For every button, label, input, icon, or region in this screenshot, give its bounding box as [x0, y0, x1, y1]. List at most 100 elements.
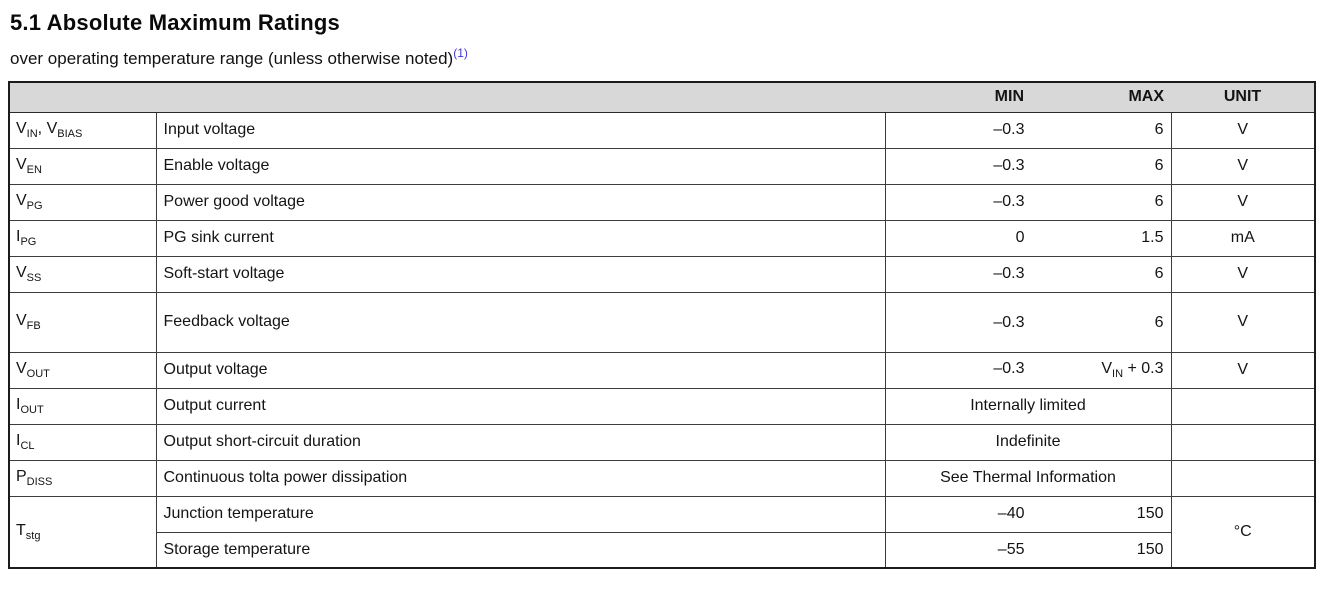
symbol-cell: VEN [8, 147, 157, 185]
symbol-subscript: CL [20, 440, 35, 452]
max-value: 6 [1154, 313, 1164, 331]
unit-cell-celsius: °C [1170, 495, 1316, 569]
minmax-cell: –0.3 6 [884, 291, 1172, 353]
symbol-base: T [16, 521, 26, 539]
symbol-subscript: FB [26, 320, 41, 332]
header-symbol-cell [9, 82, 156, 113]
table-row-vout: VOUT Output voltage –0.3 VIN + 0.3 V [8, 351, 1316, 389]
minmax-cell: –0.3 6 [884, 183, 1172, 221]
parameter-cell: Output voltage [155, 351, 886, 389]
symbol-base: V [16, 264, 27, 281]
symbol-base: P [16, 468, 27, 485]
symbol-cell: VFB [8, 291, 157, 353]
table-row-ven: VEN Enable voltage –0.3 6 V [8, 147, 1316, 185]
symbol-cell: PDISS [8, 459, 157, 497]
symbol-cell: IPG [8, 219, 157, 257]
max-value: 150 [1136, 540, 1164, 558]
symbol-subscript: EN [26, 164, 42, 176]
table-row-junction-temp: Tstg Junction temperature –40 150 °C [8, 495, 1316, 569]
symbol-subscript: DISS [26, 476, 53, 488]
table-row-pdiss: PDISS Continuous tolta power dissipation… [8, 459, 1316, 497]
parameter-cell: Enable voltage [155, 147, 886, 185]
max-value: 6 [1154, 157, 1164, 174]
symbol-subscript: IN [26, 128, 38, 140]
min-value: –0.3 [993, 121, 1025, 138]
unit-cell: V [1170, 255, 1316, 293]
footnote-ref-link[interactable]: (1) [453, 46, 468, 60]
max-value: 6 [1154, 193, 1164, 210]
table-row-vfb: VFB Feedback voltage –0.3 6 V [8, 291, 1316, 353]
table-row-ipg: IPG PG sink current 0 1.5 mA [8, 219, 1316, 257]
symbol-base: V [16, 312, 27, 329]
symbol-cell: VOUT [8, 351, 157, 389]
subtitle-text: over operating temperature range (unless… [10, 49, 454, 68]
parameter-cell: Power good voltage [155, 183, 886, 221]
header-min-label: MIN [994, 88, 1024, 106]
min-value: –40 [997, 505, 1025, 522]
table-row-storage-temp: Storage temperature –55 150 [9, 531, 1315, 569]
symbol-base: V [16, 120, 27, 137]
header-unit-label: UNIT [1171, 82, 1315, 113]
unit-cell: V [1170, 351, 1316, 389]
min-value: –0.3 [993, 313, 1025, 331]
symbol-subscript: OUT [26, 368, 50, 380]
min-value: –0.3 [993, 193, 1025, 210]
minmax-span-value: Internally limited [884, 387, 1172, 425]
absolute-maximum-ratings-table: MIN MAX UNIT VIN, VBIAS Input voltage –0… [8, 81, 1316, 569]
unit-cell: V [1170, 111, 1316, 149]
max-value: 6 [1154, 121, 1164, 138]
symbol-base: I [16, 228, 21, 245]
unit-cell: V [1170, 183, 1316, 221]
max-value: 150 [1136, 505, 1164, 522]
parameter-cell: PG sink current [155, 219, 886, 257]
page-subtitle: over operating temperature range (unless… [10, 46, 1322, 69]
min-value: –0.3 [993, 360, 1025, 377]
max-value: VIN + 0.3 [1025, 360, 1171, 380]
minmax-cell: –40 150 [884, 495, 1172, 533]
minmax-span-value: See Thermal Information [884, 459, 1172, 497]
parameter-cell: Junction temperature [155, 495, 886, 533]
unit-cell [1170, 423, 1316, 461]
unit-cell: mA [1170, 219, 1316, 257]
minmax-cell: –0.3 6 [884, 147, 1172, 185]
symbol-subscript: PG [20, 236, 37, 248]
minmax-span-value: Indefinite [884, 423, 1172, 461]
max-value: 1.5 [1141, 229, 1164, 246]
header-parameter-cell [156, 82, 885, 113]
max-value-subscript: IN [1112, 368, 1124, 380]
symbol-base: V [16, 360, 27, 377]
max-value-rest: + 0.3 [1123, 360, 1164, 377]
minmax-cell: –0.3 VIN + 0.3 [884, 351, 1172, 389]
symbol-base: I [16, 396, 21, 413]
parameter-cell: Input voltage [155, 111, 886, 149]
unit-cell [1170, 387, 1316, 425]
table-row-vss: VSS Soft-start voltage –0.3 6 V [8, 255, 1316, 293]
symbol-base: V [16, 192, 27, 209]
unit-cell [1170, 459, 1316, 497]
symbol-cell: VIN, VBIAS [8, 111, 157, 149]
parameter-cell: Output short-circuit duration [155, 423, 886, 461]
header-minmax-cell: MIN MAX [885, 82, 1171, 113]
unit-cell: V [1170, 147, 1316, 185]
parameter-cell: Continuous tolta power dissipation [155, 459, 886, 497]
symbol-base: V [16, 156, 27, 173]
symbol-subscript: stg [25, 529, 41, 542]
table-row-vin-vbias: VIN, VBIAS Input voltage –0.3 6 V [8, 111, 1316, 149]
symbol-subscript: BIAS [57, 128, 83, 140]
min-value: 0 [1015, 229, 1025, 246]
min-value: –55 [997, 540, 1025, 558]
max-value-base: V [1101, 360, 1113, 377]
symbol-base: I [16, 432, 21, 449]
min-value: –0.3 [993, 157, 1025, 174]
symbol-subscript: SS [26, 272, 42, 284]
symbol-subscript: PG [26, 200, 43, 212]
minmax-cell: –0.3 6 [884, 255, 1172, 293]
table-row-iout: IOUT Output current Internally limited [8, 387, 1316, 425]
table-row-vpg: VPG Power good voltage –0.3 6 V [8, 183, 1316, 221]
symbol-cell: IOUT [8, 387, 157, 425]
minmax-cell: –0.3 6 [884, 111, 1172, 149]
symbol-cell: VPG [8, 183, 157, 221]
parameter-cell: Feedback voltage [155, 291, 886, 353]
parameter-cell: Soft-start voltage [155, 255, 886, 293]
table-header-row: MIN MAX UNIT [9, 82, 1315, 113]
